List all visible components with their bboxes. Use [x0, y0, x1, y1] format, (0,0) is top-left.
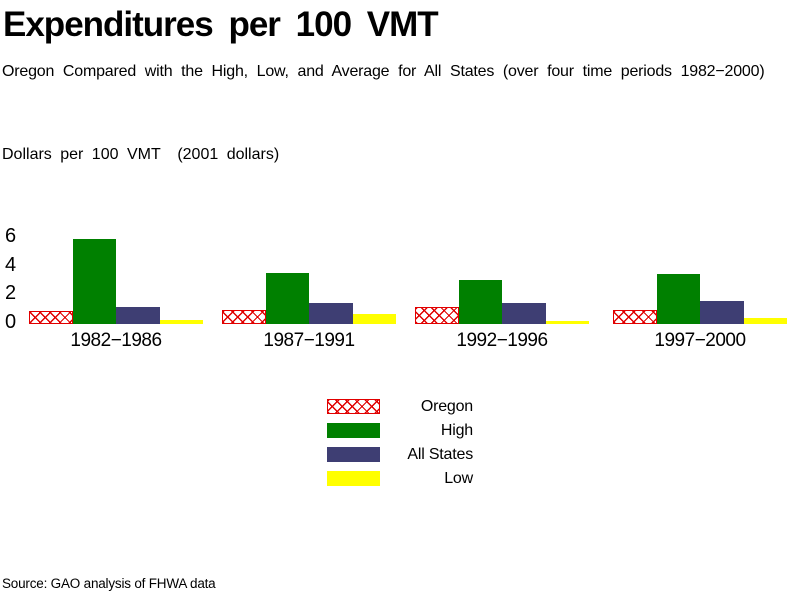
y-axis-tick-4: 4 — [5, 253, 17, 276]
chart-legend: Oregon High All States Low — [327, 397, 473, 495]
bar-oregon-1997-2000 — [613, 310, 657, 324]
legend-swatch-high — [327, 423, 380, 438]
bar-oregon-1982-1986 — [29, 311, 73, 324]
bar-oregon-1992-1996 — [415, 307, 459, 324]
legend-label-high: High — [440, 421, 473, 439]
bar-low-1982-1986 — [159, 320, 203, 324]
bar-high-1982-1986 — [72, 239, 116, 324]
legend-swatch-all-states — [327, 447, 380, 462]
bar-all-states-1987-1991 — [309, 303, 353, 324]
chart-subtitle: Oregon Compared with the High, Low, and … — [2, 63, 765, 80]
bar-all-states-1992-1996 — [502, 303, 546, 324]
legend-label-low: Low — [444, 469, 473, 487]
x-axis-label-1997-2000: 1997−2000 — [654, 330, 746, 351]
bar-high-1987-1991 — [265, 273, 309, 324]
bar-all-states-1982-1986 — [116, 307, 160, 324]
legend-row-high: High — [327, 421, 473, 439]
legend-row-oregon: Oregon — [327, 397, 473, 415]
y-axis-tick-0: 0 — [5, 310, 17, 333]
bar-high-1992-1996 — [458, 280, 502, 324]
source-note: Source: GAO analysis of FHWA data — [2, 576, 216, 591]
y-axis-unit-label: Dollars per 100 VMT (2001 dollars) — [2, 146, 280, 163]
bar-all-states-1997-2000 — [700, 301, 744, 324]
bar-oregon-1987-1991 — [222, 310, 266, 324]
x-axis-label-1992-1996: 1992−1996 — [456, 330, 548, 351]
legend-row-all-states: All States — [327, 445, 473, 463]
legend-swatch-low — [327, 471, 380, 486]
x-axis-label-1987-1991: 1987−1991 — [263, 330, 355, 351]
y-axis-tick-2: 2 — [5, 282, 17, 305]
legend-row-low: Low — [327, 469, 473, 487]
legend-label-oregon: Oregon — [420, 397, 473, 415]
y-axis-tick-6: 6 — [5, 225, 17, 248]
bar-low-1992-1996 — [545, 321, 589, 324]
legend-swatch-oregon — [327, 399, 380, 414]
legend-label-all-states: All States — [407, 445, 473, 463]
bar-low-1997-2000 — [743, 318, 787, 324]
bar-low-1987-1991 — [352, 314, 396, 324]
bar-high-1997-2000 — [656, 274, 700, 324]
page-title: Expenditures per 100 VMT — [3, 5, 439, 44]
x-axis-label-1982-1986: 1982−1986 — [70, 330, 162, 351]
